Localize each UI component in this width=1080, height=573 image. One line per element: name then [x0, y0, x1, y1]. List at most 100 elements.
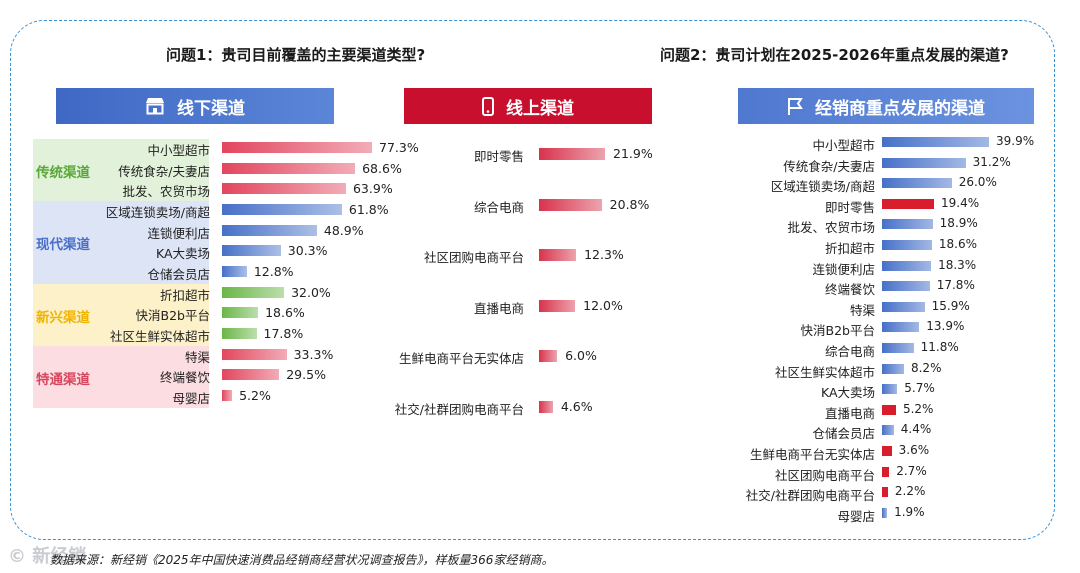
online-value-label: 12.0%	[583, 297, 623, 313]
offline-bar	[222, 162, 356, 174]
distributor-category-label: 快消B2b平台	[800, 323, 875, 339]
distributor-category-label: 即时零售	[824, 199, 875, 215]
online-value-label: 4.6%	[560, 399, 593, 414]
channel-group-label: 传统渠道	[36, 165, 90, 181]
watermark-logo: © 新经销	[8, 546, 87, 567]
channel-group-label: 新兴渠道	[36, 309, 90, 326]
offline-category-label: 传统食杂/夫妻店	[118, 163, 210, 179]
distributor-channel-title: 经销商重点发展的渠道	[815, 98, 985, 119]
offline-value-label: 18.6%	[265, 305, 305, 321]
distributor-value-label: 18.6%	[938, 237, 977, 251]
online-category-label: 社区团购电商平台	[423, 250, 524, 266]
channel-group-label: 现代渠道	[36, 237, 90, 254]
distributor-value-label: 11.8%	[920, 340, 959, 354]
offline-category-label: 仓储会员店	[147, 267, 210, 283]
distributor-value-label: 19.4%	[941, 195, 980, 210]
distributor-category-label: KA大卖场	[820, 385, 875, 401]
distributor-category-label: 社交/社群团购电商平台	[745, 488, 875, 504]
offline-value-label: 68.6%	[362, 160, 402, 176]
distributor-category-label: 社区团购电商平台	[774, 467, 875, 483]
channel-group-box	[33, 201, 209, 284]
distributor-value-label: 13.9%	[926, 319, 965, 334]
distributor-value-label: 31.2%	[972, 154, 1011, 169]
distributor-value-label: 4.4%	[900, 422, 932, 437]
online-bar	[539, 148, 605, 160]
offline-bar	[222, 183, 346, 195]
distributor-bar	[882, 446, 892, 456]
distributor-value-label: 5.2%	[902, 401, 934, 416]
distributor-channel-banner: 经销商重点发展的渠道	[738, 88, 1034, 124]
online-bar	[539, 249, 577, 262]
distributor-bar	[882, 384, 898, 395]
distributor-bar	[882, 281, 930, 292]
online-value-label: 21.9%	[613, 146, 653, 161]
distributor-category-label: 中小型超市	[812, 138, 875, 153]
online-category-label: 即时零售	[473, 149, 524, 164]
distributor-category-label: 连锁便利店	[812, 261, 875, 277]
distributor-value-label: 18.3%	[938, 257, 977, 272]
online-category-label: 综合电商	[473, 199, 524, 215]
distributor-category-label: 区域连锁卖场/商超	[770, 179, 875, 195]
offline-channel-banner: 线下渠道	[56, 88, 334, 124]
online-bar	[539, 198, 602, 211]
distributor-bar	[882, 260, 932, 271]
distributor-bar	[882, 322, 920, 333]
offline-category-label: 快消B2b平台	[135, 308, 210, 324]
online-value-label: 20.8%	[609, 196, 650, 212]
distributor-bar	[882, 240, 932, 250]
distributor-value-label: 18.9%	[939, 216, 978, 231]
channel-group-box	[33, 139, 209, 201]
online-category-label: 社交/社群团购电商平台	[394, 402, 524, 417]
distributor-bar	[882, 198, 935, 209]
online-bar	[539, 350, 558, 363]
distributor-value-label: 2.2%	[894, 484, 926, 499]
distributor-bar	[882, 219, 933, 230]
offline-value-label: 63.9%	[352, 181, 393, 197]
distributor-value-label: 2.7%	[896, 463, 927, 478]
distributor-value-label: 17.8%	[936, 278, 975, 293]
offline-category-label: 中小型超市	[147, 143, 210, 158]
distributor-bar	[882, 466, 890, 477]
offline-bar	[222, 204, 342, 215]
offline-value-label: 17.8%	[263, 326, 304, 342]
store-icon	[145, 97, 165, 115]
offline-category-label: 母婴店	[172, 391, 210, 407]
offline-value-label: 30.3%	[287, 243, 328, 259]
offline-category-label: 批发、农贸市场	[122, 184, 210, 200]
distributor-category-label: 终端餐饮	[824, 282, 875, 298]
offline-bar	[222, 390, 233, 402]
distributor-category-label: 社区生鲜实体超市	[774, 364, 875, 380]
distributor-category-label: 综合电商	[824, 344, 875, 359]
distributor-category-label: 批发、农贸市场	[787, 220, 875, 236]
distributor-category-label: 仓储会员店	[812, 426, 875, 442]
phone-icon	[482, 96, 494, 116]
distributor-category-label: 母婴店	[837, 508, 875, 524]
distributor-value-label: 26.0%	[958, 175, 997, 190]
offline-bar	[222, 142, 372, 153]
distributor-category-label: 生鲜电商平台无实体店	[749, 447, 875, 462]
distributor-bar	[882, 301, 925, 312]
distributor-category-label: 特渠	[849, 302, 875, 318]
distributor-value-label: 15.9%	[931, 298, 970, 313]
offline-bar	[222, 224, 317, 236]
distributor-bar	[882, 178, 952, 189]
channel-group-label: 特通渠道	[36, 371, 90, 388]
offline-value-label: 12.8%	[253, 264, 294, 280]
channel-group-box	[33, 283, 209, 346]
distributor-category-label: 直播电商	[824, 405, 875, 421]
offline-category-label: KA大卖场	[155, 246, 210, 262]
offline-bar	[222, 307, 259, 319]
offline-value-label: 29.5%	[286, 367, 326, 383]
offline-category-label: 社区生鲜实体超市	[109, 329, 210, 345]
offline-bar	[222, 245, 281, 257]
distributor-value-label: 3.6%	[898, 443, 930, 457]
distributor-bar	[882, 487, 888, 498]
distributor-bar	[882, 507, 888, 518]
offline-value-label: 5.2%	[239, 388, 271, 404]
offline-value-label: 32.0%	[291, 284, 331, 300]
offline-value-label: 33.3%	[293, 346, 334, 362]
online-category-label: 直播电商	[473, 300, 524, 316]
offline-value-label: 61.8%	[348, 202, 389, 217]
offline-bar	[222, 266, 247, 278]
offline-bar	[222, 348, 287, 360]
